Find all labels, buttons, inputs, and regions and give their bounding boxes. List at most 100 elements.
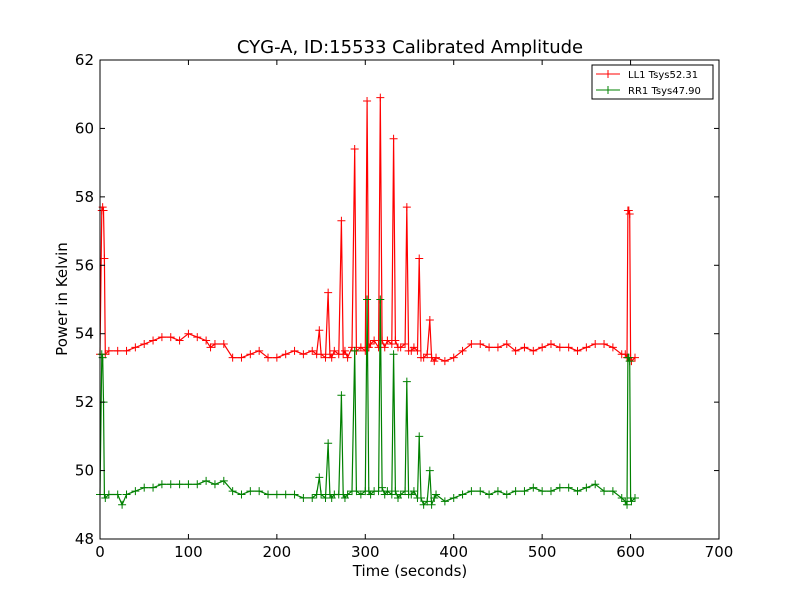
data-point	[99, 206, 108, 215]
data-point	[290, 346, 299, 355]
data-point	[625, 357, 634, 366]
data-point	[343, 490, 352, 499]
data-point	[624, 206, 633, 215]
data-point	[370, 336, 379, 345]
data-point	[401, 487, 410, 496]
data-point	[402, 203, 411, 212]
data-point	[564, 483, 573, 492]
data-point	[502, 490, 511, 499]
data-point	[315, 473, 324, 482]
data-point	[343, 353, 352, 362]
data-point	[101, 493, 110, 502]
data-point	[389, 350, 398, 359]
data-point	[423, 350, 432, 359]
data-point	[350, 346, 359, 355]
plot-frame	[99, 59, 720, 540]
data-point	[157, 333, 166, 342]
data-point	[555, 483, 564, 492]
data-point	[419, 500, 428, 509]
data-point	[100, 254, 109, 263]
data-point	[184, 480, 193, 489]
data-point	[330, 346, 339, 355]
data-point	[409, 343, 418, 352]
y-tick-label: 54	[75, 325, 94, 343]
data-point	[511, 346, 520, 355]
data-point	[324, 439, 333, 448]
x-tick-label: 400	[439, 543, 468, 561]
data-point	[374, 487, 383, 496]
x-tick-label: 700	[705, 543, 734, 561]
data-point	[337, 391, 346, 400]
data-point	[228, 487, 237, 496]
data-point	[356, 490, 365, 499]
data-point	[573, 487, 582, 496]
data-point	[401, 339, 410, 348]
data-point	[425, 466, 434, 475]
data-point	[600, 339, 609, 348]
legend-marker-rr1	[604, 86, 612, 94]
data-point	[591, 480, 600, 489]
data-point	[363, 97, 372, 106]
data-point	[467, 339, 476, 348]
data-point	[246, 350, 255, 359]
data-point	[546, 339, 555, 348]
data-point	[337, 216, 346, 225]
x-tick-label: 0	[95, 543, 105, 561]
data-point	[467, 487, 476, 496]
data-point	[193, 480, 202, 489]
data-point	[546, 487, 555, 496]
data-point	[350, 144, 359, 153]
data-point	[206, 343, 215, 352]
data-point	[264, 353, 273, 362]
x-tick-label: 300	[351, 543, 380, 561]
data-point	[140, 339, 149, 348]
data-point	[449, 493, 458, 502]
y-tick-label: 56	[75, 256, 94, 274]
data-point	[131, 487, 140, 496]
chart-title: CYG-A, ID:15533 Calibrated Amplitude	[237, 37, 583, 58]
data-point	[391, 487, 400, 496]
data-point	[511, 487, 520, 496]
x-tick-label: 100	[174, 543, 203, 561]
data-point	[308, 346, 317, 355]
data-point	[175, 336, 184, 345]
y-tick-label: 48	[75, 530, 94, 548]
data-point	[608, 343, 617, 352]
data-point	[485, 343, 494, 352]
data-point	[432, 353, 441, 362]
data-point	[582, 343, 591, 352]
data-point	[624, 353, 633, 362]
y-tick-label: 62	[75, 51, 94, 69]
data-point	[493, 343, 502, 352]
data-point	[529, 483, 538, 492]
data-point	[520, 343, 529, 352]
data-point	[219, 339, 228, 348]
data-point	[193, 333, 202, 342]
data-point	[529, 346, 538, 355]
legend-box	[591, 64, 714, 100]
data-point	[299, 493, 308, 502]
data-point	[409, 487, 418, 496]
data-point	[623, 500, 632, 509]
series-layer	[96, 93, 639, 509]
data-point	[555, 343, 564, 352]
data-point	[149, 336, 158, 345]
x-axis-title: Time (seconds)	[352, 562, 468, 580]
data-point	[255, 346, 264, 355]
data-point	[317, 350, 326, 359]
data-point	[449, 353, 458, 362]
data-point	[608, 487, 617, 496]
data-point	[246, 487, 255, 496]
data-point	[476, 339, 485, 348]
data-point	[423, 497, 432, 506]
data-point	[617, 493, 626, 502]
data-point	[630, 493, 639, 502]
data-point	[458, 346, 467, 355]
x-tick-label: 500	[528, 543, 557, 561]
data-point	[315, 326, 324, 335]
data-point	[113, 346, 122, 355]
data-point	[281, 490, 290, 499]
legend: LL1 Tsys52.31 RR1 Tsys47.90	[591, 64, 714, 100]
